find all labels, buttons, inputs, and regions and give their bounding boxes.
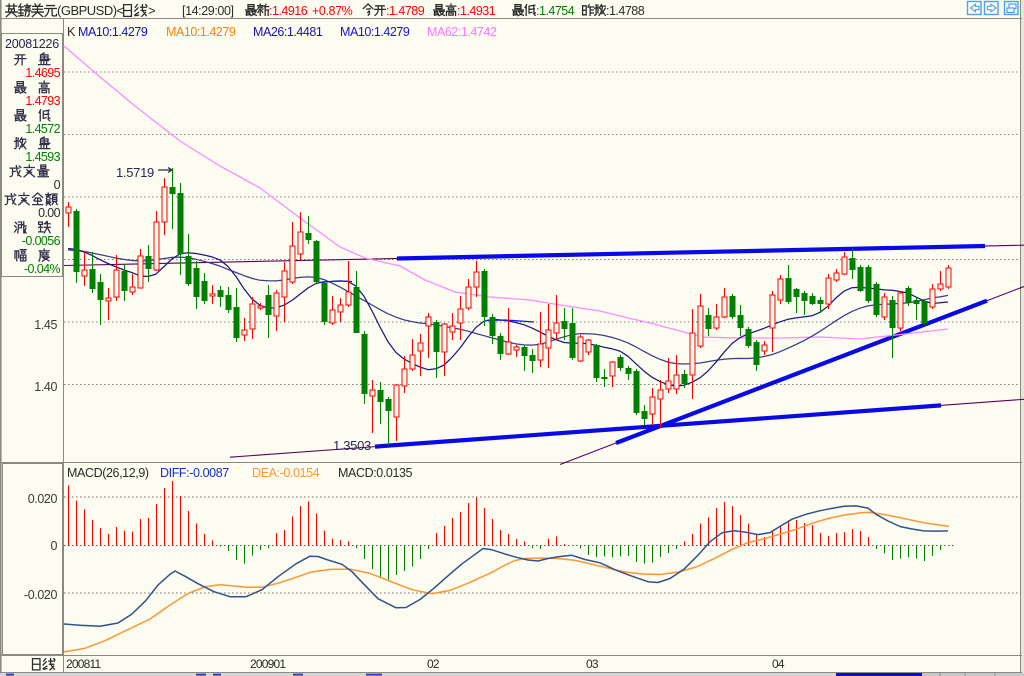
svg-text:1.4593: 1.4593 bbox=[25, 150, 60, 164]
svg-text:DIFF:-0.0087: DIFF:-0.0087 bbox=[160, 466, 229, 480]
svg-text:0.020: 0.020 bbox=[28, 492, 58, 506]
svg-text:0: 0 bbox=[54, 178, 61, 192]
svg-text:MA10:1.4279: MA10:1.4279 bbox=[340, 25, 410, 39]
svg-text:200811: 200811 bbox=[66, 657, 101, 671]
svg-text:1.5719: 1.5719 bbox=[116, 165, 154, 180]
svg-text:02: 02 bbox=[427, 657, 440, 671]
svg-text::1.4788: :1.4788 bbox=[606, 4, 645, 18]
svg-text:1.45: 1.45 bbox=[34, 318, 57, 332]
svg-text:0: 0 bbox=[50, 539, 57, 553]
svg-text:1.3503: 1.3503 bbox=[333, 438, 371, 453]
svg-text:DEA:-0.0154: DEA:-0.0154 bbox=[252, 466, 320, 480]
svg-text:(GBPUSD)<: (GBPUSD)< bbox=[57, 3, 124, 18]
svg-text:[14:29:00]: [14:29:00] bbox=[182, 4, 234, 18]
svg-text:-0.0056: -0.0056 bbox=[22, 234, 61, 248]
svg-text:MA10:1.4279: MA10:1.4279 bbox=[166, 25, 236, 39]
svg-text:04: 04 bbox=[772, 657, 785, 671]
svg-text::1.4916: :1.4916 bbox=[269, 4, 308, 18]
svg-text:MA62:1.4742: MA62:1.4742 bbox=[427, 25, 497, 39]
svg-text:03: 03 bbox=[586, 657, 599, 671]
svg-text:K: K bbox=[67, 25, 76, 39]
svg-text:-0.020: -0.020 bbox=[24, 588, 57, 602]
svg-text:>: > bbox=[148, 3, 155, 18]
svg-text:200901: 200901 bbox=[250, 657, 286, 671]
svg-text:MA10:1.4279: MA10:1.4279 bbox=[78, 25, 148, 39]
svg-text::1.4754: :1.4754 bbox=[536, 4, 575, 18]
svg-text:+0.87%: +0.87% bbox=[312, 4, 353, 18]
svg-text:0.00: 0.00 bbox=[38, 206, 61, 220]
svg-text:MACD(26,12,9): MACD(26,12,9) bbox=[67, 466, 149, 480]
svg-text:1.4793: 1.4793 bbox=[25, 94, 60, 108]
svg-text:20081226: 20081226 bbox=[5, 37, 59, 51]
svg-text:1.4695: 1.4695 bbox=[25, 66, 60, 80]
svg-text:-0.04%: -0.04% bbox=[24, 262, 60, 276]
svg-text:MA26:1.4481: MA26:1.4481 bbox=[253, 25, 323, 39]
svg-text::1.4789: :1.4789 bbox=[386, 4, 425, 18]
svg-text::1.4931: :1.4931 bbox=[457, 4, 496, 18]
svg-text:1.4572: 1.4572 bbox=[25, 122, 60, 136]
svg-text:1.40: 1.40 bbox=[34, 380, 57, 394]
svg-text:MACD:0.0135: MACD:0.0135 bbox=[338, 466, 413, 480]
